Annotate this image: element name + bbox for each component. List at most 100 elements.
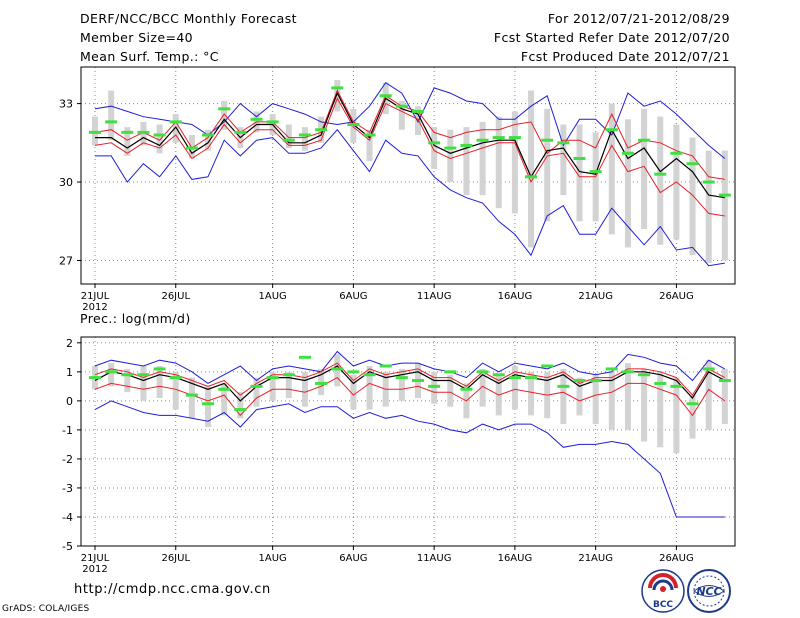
- prec-observed-mark: [169, 376, 182, 380]
- temp-spread-bar: [463, 127, 470, 196]
- prec-observed-mark: [412, 379, 424, 383]
- prec-spread-bar: [221, 383, 228, 416]
- prec-observed-mark: [670, 384, 683, 388]
- prec-line-inner-lower: [94, 376, 726, 417]
- prec-ytick-label: -5: [62, 540, 73, 553]
- prec-spread-bar: [366, 366, 373, 410]
- prec-ytick-label: -1: [62, 424, 73, 437]
- prec-observed-mark: [89, 376, 101, 380]
- prec-spread-bar: [124, 368, 131, 393]
- temp-observed-mark: [686, 162, 699, 166]
- temp-observed-mark: [654, 172, 667, 176]
- temp-spread-bar: [334, 80, 341, 112]
- temp-observed-mark: [621, 151, 634, 155]
- prec-ytick-label: -2: [62, 453, 73, 466]
- temp-ytick-label: 27: [59, 254, 73, 267]
- temp-ytick-label: 33: [59, 98, 73, 111]
- prec-spread-bar: [172, 371, 179, 410]
- temp-spread-bar: [301, 127, 308, 151]
- temp-observed-mark: [137, 130, 150, 134]
- temp-observed-mark: [105, 120, 118, 124]
- prec-observed-mark: [218, 387, 231, 391]
- prec-spread-bar: [253, 377, 260, 407]
- temp-spread-bar: [624, 119, 631, 248]
- prec-spread-bar: [156, 366, 163, 398]
- prec-observed-mark: [573, 379, 586, 383]
- prec-observed-mark: [589, 379, 602, 383]
- prec-observed-mark: [702, 367, 715, 371]
- grads-credit: GrADS: COLA/IGES: [2, 604, 90, 614]
- temp-line-inner-lower: [94, 97, 725, 217]
- prec-spread-bar: [592, 374, 599, 425]
- temp-xtick-label: 16AUG: [498, 291, 533, 302]
- prec-observed-mark: [718, 379, 731, 383]
- bcc-logo: BCC: [641, 569, 685, 613]
- temp-xtick-label: 21JUL: [81, 291, 110, 302]
- temp-observed-mark: [670, 151, 683, 155]
- temp-observed-mark: [153, 133, 166, 137]
- temp-xtick-label: 26JUL: [161, 291, 190, 302]
- prec-observed-mark: [282, 373, 295, 377]
- prec-spread-bar: [447, 374, 454, 407]
- prec-spread-bar: [140, 366, 147, 401]
- temp-observed-mark: [492, 136, 505, 140]
- temp-observed-mark: [702, 180, 715, 184]
- prec-ytick-label: -3: [62, 482, 73, 495]
- prec-spread-bar: [608, 371, 615, 430]
- prec-observed-mark: [331, 367, 344, 371]
- temp-spread-bar: [172, 114, 179, 143]
- temp-spread-bar: [511, 111, 518, 214]
- prec-spread-bar: [285, 371, 292, 398]
- prec-observed-mark: [541, 364, 554, 368]
- temp-observed-mark: [331, 86, 344, 90]
- prec-line-ensemble-min: [94, 400, 725, 518]
- prec-spread-bar: [673, 377, 680, 454]
- prec-xtick-label: 6AUG: [339, 553, 367, 564]
- prec-line-ensemble-max: [94, 350, 726, 384]
- temp-spread-bar: [544, 108, 551, 222]
- prec-observed-mark: [654, 381, 667, 385]
- temp-spread-bar: [398, 100, 405, 130]
- prec-xtick-label: 26AUG: [659, 553, 694, 564]
- temp-line-inner-upper: [94, 89, 725, 180]
- member-size-label: Member Size=40: [80, 30, 194, 45]
- temp-observed-mark: [121, 130, 134, 134]
- prec-spread-bar: [398, 368, 405, 401]
- prec-spread-bar: [205, 386, 212, 427]
- prec-spread-bar: [511, 366, 518, 410]
- temp-spread-bar: [479, 121, 486, 196]
- prec-spread-bar: [641, 368, 648, 442]
- prec-observed-mark: [395, 376, 408, 380]
- temp-spread-bar: [447, 129, 454, 183]
- temp-spread-bar: [608, 103, 615, 235]
- temp-observed-mark: [508, 136, 521, 140]
- ncc-logo: NCC: [687, 569, 731, 613]
- temp-observed-mark: [218, 107, 231, 111]
- temp-observed-mark: [234, 130, 247, 134]
- temp-spread-bar: [221, 100, 228, 130]
- temp-observed-mark: [298, 133, 311, 137]
- temp-spread-bar: [576, 124, 583, 222]
- temp-observed-mark: [266, 120, 279, 124]
- prec-observed-mark: [525, 376, 538, 380]
- prec-ytick-label: 2: [66, 337, 73, 350]
- temp-xtick-label: 6AUG: [339, 291, 367, 302]
- prec-observed-mark: [460, 387, 473, 391]
- fcst-produced-date: Fcst Produced Date 2012/07/21: [520, 49, 730, 64]
- temp-line-ensemble-max: [94, 82, 726, 159]
- prec-spread-bar: [301, 371, 308, 407]
- temp-spread-bar: [560, 124, 567, 196]
- prec-observed-mark: [315, 381, 328, 385]
- temp-observed-mark: [363, 133, 376, 137]
- prec-observed-mark: [492, 373, 505, 377]
- prec-spread-bar: [108, 363, 115, 387]
- temp-observed-mark: [395, 104, 408, 108]
- prec-observed-mark: [234, 408, 247, 412]
- temp-spread-bar: [705, 150, 712, 264]
- fcst-started-date: Fcst Started Refer Date 2012/07/20: [493, 30, 730, 45]
- prec-spread-bar: [721, 368, 728, 425]
- prec-plot-frame: [80, 336, 736, 547]
- temp-observed-mark: [638, 138, 651, 142]
- prec-spread-bar: [624, 363, 631, 430]
- temp-spread-bar: [205, 129, 212, 151]
